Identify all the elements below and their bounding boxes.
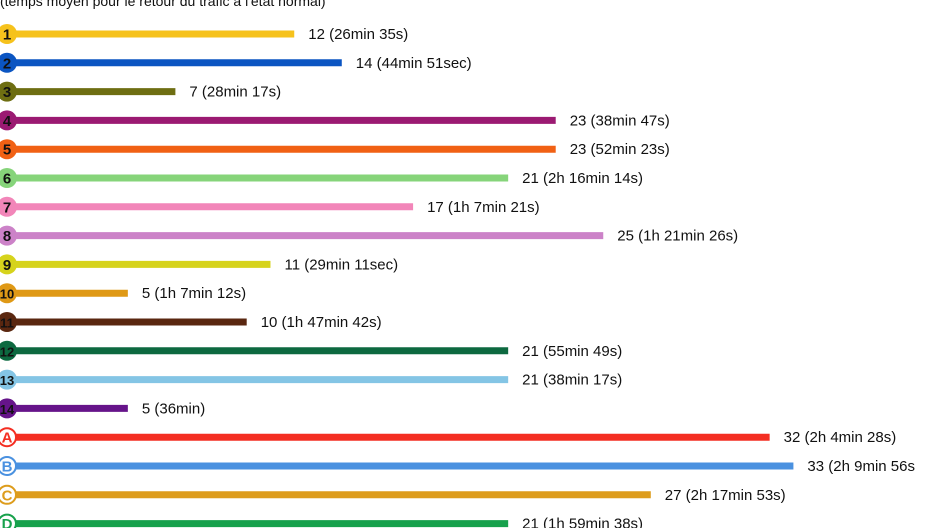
bar-row-1: 1 12 (26min 35s) bbox=[0, 24, 408, 44]
bar-row-D: D 21 (1h 59min 38s) bbox=[0, 513, 643, 528]
line-badge-label-11: 11 bbox=[0, 316, 14, 331]
line-badge-label-14: 14 bbox=[0, 402, 15, 417]
bar-value-label-10: 5 (1h 7min 12s) bbox=[142, 285, 246, 302]
line-badge-D bbox=[0, 513, 17, 528]
line-badge-label-5: 5 bbox=[3, 142, 11, 159]
line-badge-label-1: 1 bbox=[3, 27, 11, 44]
line-badge-label-2: 2 bbox=[3, 55, 11, 72]
bar-row-14: 14 5 (36min) bbox=[0, 398, 205, 419]
line-badge-9 bbox=[0, 254, 17, 275]
bar-row-6: 6 21 (2h 16min 14s) bbox=[0, 168, 643, 188]
bar-value-label-3: 7 (28min 17s) bbox=[189, 84, 281, 101]
bar-value-label-7: 17 (1h 7min 21s) bbox=[427, 199, 540, 216]
bar-value-label-D: 21 (1h 59min 38s) bbox=[522, 516, 643, 528]
bar-row-8: 8 25 (1h 21min 26s) bbox=[0, 225, 738, 246]
bar-row-11: 11 10 (1h 47min 42s) bbox=[0, 312, 382, 332]
bar-value-label-14: 5 (36min) bbox=[142, 400, 205, 417]
chart-subtitle: (temps moyen pour le retour du trafic à … bbox=[0, 0, 326, 9]
bar-row-2: 2 14 (44min 51sec) bbox=[0, 52, 472, 73]
bar-row-4: 4 23 (38min 47s) bbox=[0, 110, 670, 131]
bar-value-label-9: 11 (29min 11sec) bbox=[284, 256, 398, 273]
line-badge-2 bbox=[0, 52, 17, 73]
bar-row-5: 5 23 (52min 23s) bbox=[0, 139, 670, 160]
line-badge-4 bbox=[0, 110, 17, 131]
bar-row-A: A 32 (2h 4min 28s) bbox=[0, 427, 897, 448]
line-badge-14 bbox=[0, 398, 17, 419]
bar-value-label-1: 12 (26min 35s) bbox=[308, 26, 408, 43]
bar-value-label-5: 23 (52min 23s) bbox=[570, 141, 670, 158]
line-badge-A bbox=[0, 427, 17, 448]
bar-value-label-12: 21 (55min 49s) bbox=[522, 343, 622, 360]
line-badge-13 bbox=[0, 369, 17, 390]
line-badge-label-8: 8 bbox=[3, 228, 11, 245]
line-badge-3 bbox=[0, 81, 17, 102]
bar-row-12: 12 21 (55min 49s) bbox=[0, 340, 622, 361]
bar-value-label-11: 10 (1h 47min 42s) bbox=[261, 314, 382, 331]
line-badge-label-B: B bbox=[2, 459, 13, 476]
bar-row-B: B 33 (2h 9min 56s bbox=[0, 456, 915, 476]
bar-row-9: 9 11 (29min 11sec) bbox=[0, 254, 398, 275]
line-badge-7 bbox=[0, 196, 17, 217]
bar-row-7: 7 17 (1h 7min 21s) bbox=[0, 196, 540, 217]
line-badge-C bbox=[0, 484, 17, 505]
bar-value-label-B: 33 (2h 9min 56s bbox=[807, 458, 915, 475]
bar-value-label-A: 32 (2h 4min 28s) bbox=[784, 429, 897, 446]
line-badge-1 bbox=[0, 24, 17, 44]
line-badge-label-9: 9 bbox=[3, 257, 11, 274]
line-badge-label-C: C bbox=[2, 487, 13, 504]
line-badge-label-A: A bbox=[2, 430, 13, 447]
line-badge-label-7: 7 bbox=[3, 199, 11, 216]
bar-row-3: 3 7 (28min 17s) bbox=[0, 81, 281, 102]
line-badge-5 bbox=[0, 139, 17, 160]
line-badge-label-10: 10 bbox=[0, 287, 14, 302]
line-badge-label-3: 3 bbox=[3, 84, 11, 101]
line-badge-8 bbox=[0, 225, 17, 246]
line-badge-label-4: 4 bbox=[3, 113, 12, 130]
line-badge-label-13: 13 bbox=[0, 373, 14, 388]
bar-value-label-2: 14 (44min 51sec) bbox=[356, 55, 472, 72]
line-badge-label-12: 12 bbox=[0, 344, 14, 359]
line-badge-label-D: D bbox=[2, 516, 13, 528]
bar-value-label-8: 25 (1h 21min 26s) bbox=[617, 228, 738, 245]
bar-row-C: C 27 (2h 17min 53s) bbox=[0, 484, 786, 505]
line-badge-B bbox=[0, 456, 17, 476]
bar-value-label-6: 21 (2h 16min 14s) bbox=[522, 170, 643, 187]
bar-value-label-13: 21 (38min 17s) bbox=[522, 372, 622, 389]
bar-row-10: 10 5 (1h 7min 12s) bbox=[0, 283, 246, 304]
line-badge-6 bbox=[0, 168, 17, 188]
bar-value-label-4: 23 (38min 47s) bbox=[570, 112, 670, 129]
line-badge-10 bbox=[0, 283, 17, 304]
line-badge-11 bbox=[0, 312, 17, 332]
line-badge-12 bbox=[0, 340, 17, 361]
bar-row-13: 13 21 (38min 17s) bbox=[0, 369, 622, 390]
bar-value-label-C: 27 (2h 17min 53s) bbox=[665, 487, 786, 504]
line-badge-label-6: 6 bbox=[3, 171, 11, 188]
